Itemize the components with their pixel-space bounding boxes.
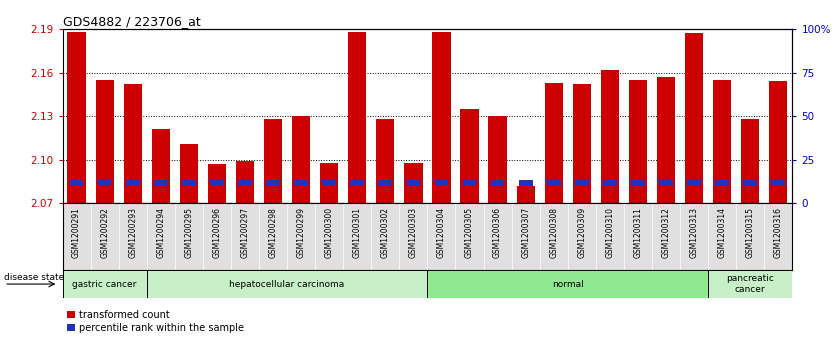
Bar (516, 186, 535, 203)
Bar (182, 180, 196, 186)
Bar (180, 144, 198, 203)
Text: pancreatic
cancer: pancreatic cancer (726, 274, 774, 294)
Bar (460, 109, 479, 203)
Text: GSM1200310: GSM1200310 (605, 207, 615, 258)
Bar (573, 84, 591, 203)
Bar (685, 33, 703, 203)
Bar (323, 180, 336, 186)
Bar (547, 180, 560, 186)
Text: GSM1200315: GSM1200315 (746, 207, 755, 258)
Bar (96, 80, 113, 203)
Bar (716, 180, 729, 186)
Text: GSM1200311: GSM1200311 (634, 207, 642, 257)
Text: GSM1200316: GSM1200316 (774, 207, 783, 258)
Bar (428, 270, 708, 298)
Text: GSM1200305: GSM1200305 (465, 207, 474, 258)
Text: GSM1200291: GSM1200291 (72, 207, 81, 257)
Bar (126, 180, 139, 186)
Text: GSM1200309: GSM1200309 (577, 207, 586, 258)
Bar (519, 180, 532, 186)
Bar (600, 70, 619, 203)
Text: GDS4882 / 223706_at: GDS4882 / 223706_at (63, 15, 200, 28)
Text: GSM1200307: GSM1200307 (521, 207, 530, 258)
Text: GSM1200303: GSM1200303 (409, 207, 418, 258)
Bar (239, 180, 252, 186)
Bar (147, 270, 427, 298)
Text: GSM1200294: GSM1200294 (156, 207, 165, 258)
Bar (406, 180, 420, 186)
Bar (350, 180, 364, 186)
Bar (68, 32, 86, 203)
Text: GSM1200292: GSM1200292 (100, 207, 109, 257)
Bar (603, 180, 616, 186)
Legend: transformed count, percentile rank within the sample: transformed count, percentile rank withi… (68, 310, 244, 333)
Bar (771, 180, 785, 186)
Text: GSM1200313: GSM1200313 (690, 207, 699, 258)
Text: GSM1200306: GSM1200306 (493, 207, 502, 258)
Bar (463, 180, 476, 186)
Text: GSM1200302: GSM1200302 (381, 207, 389, 258)
Bar (236, 161, 254, 203)
Bar (435, 180, 449, 186)
Bar (266, 180, 280, 186)
Bar (769, 81, 787, 203)
Bar (687, 180, 701, 186)
Text: GSM1200312: GSM1200312 (661, 207, 671, 257)
Text: GSM1200298: GSM1200298 (269, 207, 278, 257)
Text: GSM1200304: GSM1200304 (437, 207, 446, 258)
Text: GSM1200299: GSM1200299 (297, 207, 305, 258)
Text: normal: normal (552, 280, 584, 289)
Bar (379, 180, 392, 186)
Text: GSM1200314: GSM1200314 (717, 207, 726, 258)
Bar (294, 180, 308, 186)
Bar (348, 32, 366, 203)
Bar (657, 77, 675, 203)
Bar (490, 180, 505, 186)
Bar (98, 180, 112, 186)
Bar (659, 180, 673, 186)
Bar (210, 180, 224, 186)
Text: disease state: disease state (4, 273, 64, 282)
Bar (70, 180, 83, 186)
Bar (123, 84, 142, 203)
Bar (404, 163, 423, 203)
Bar (743, 180, 757, 186)
Bar (208, 164, 226, 203)
Bar (292, 116, 310, 203)
Bar (63, 270, 147, 298)
Bar (631, 180, 645, 186)
Bar (741, 119, 759, 203)
Bar (629, 80, 647, 203)
Bar (376, 119, 394, 203)
Text: GSM1200293: GSM1200293 (128, 207, 138, 258)
Bar (432, 32, 450, 203)
Bar (545, 83, 563, 203)
Text: hepatocellular carcinoma: hepatocellular carcinoma (229, 280, 344, 289)
Text: GSM1200297: GSM1200297 (240, 207, 249, 258)
Text: GSM1200300: GSM1200300 (324, 207, 334, 258)
Bar (708, 270, 792, 298)
Text: gastric cancer: gastric cancer (73, 280, 137, 289)
Bar (320, 163, 339, 203)
Text: GSM1200301: GSM1200301 (353, 207, 362, 258)
Bar (264, 119, 282, 203)
Bar (575, 180, 589, 186)
Text: GSM1200295: GSM1200295 (184, 207, 193, 258)
Bar (489, 116, 507, 203)
Bar (152, 129, 170, 203)
Text: GSM1200308: GSM1200308 (550, 207, 558, 258)
Bar (154, 180, 168, 186)
Text: GSM1200296: GSM1200296 (213, 207, 221, 258)
Bar (713, 80, 731, 203)
